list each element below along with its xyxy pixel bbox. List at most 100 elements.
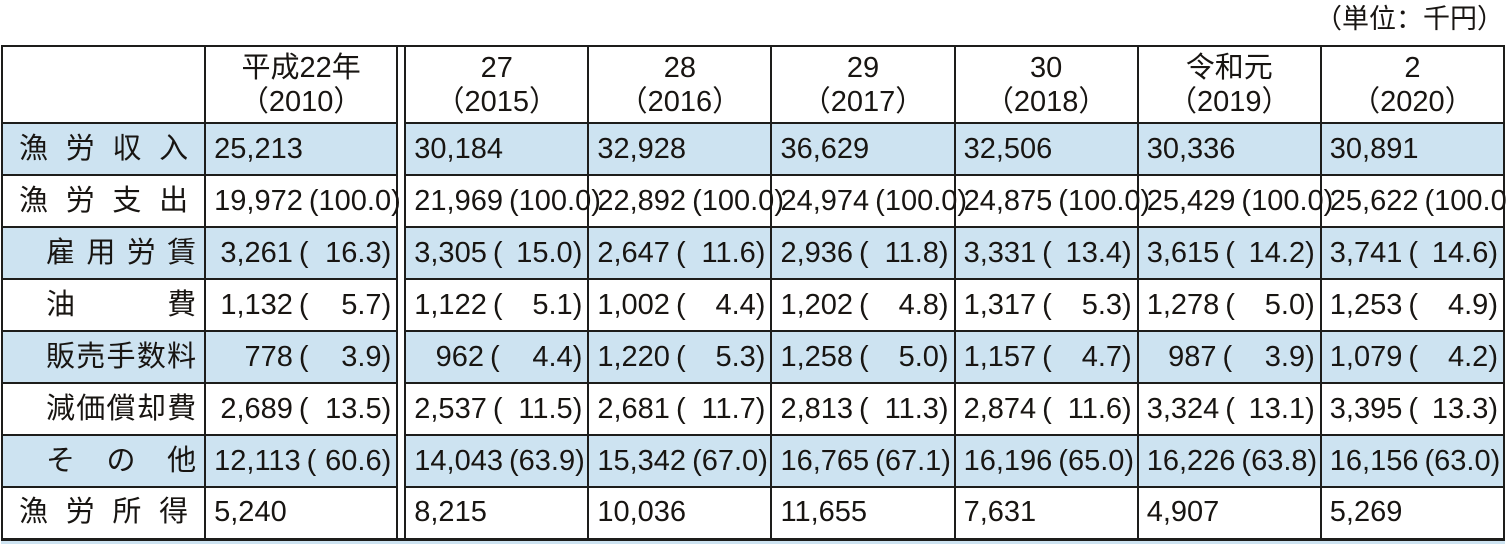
cell-content: 1,002(4.4): [589, 288, 770, 321]
cell-content: 1,079(4.2): [1322, 340, 1503, 373]
cropped-next-row-sliver: [1, 540, 1505, 544]
value: 36,629: [780, 132, 870, 165]
value: 24,875: [963, 184, 1053, 217]
paren-close: ): [1305, 392, 1315, 425]
data-cell: 5,240: [204, 486, 399, 541]
row-label-text: 減価償却費: [46, 392, 197, 425]
paren-close: ): [572, 288, 583, 321]
paren-open: (: [492, 236, 503, 269]
percent-value: 4.7: [1081, 340, 1123, 373]
paren-open: (: [1042, 236, 1052, 269]
paren-open: (: [692, 184, 702, 217]
value: 16,156: [1329, 444, 1419, 477]
paren-open: (: [308, 184, 319, 217]
data-cell: 19,972(100.0): [204, 174, 401, 228]
cell-content: 3,615(14.2): [1139, 238, 1320, 268]
cell-content: 3,395(13.3): [1322, 394, 1503, 424]
paren-open: (: [675, 392, 686, 425]
era-label: 28: [663, 51, 697, 84]
value: 25,429: [1146, 184, 1236, 217]
paren-open: (: [859, 340, 869, 373]
cell-content: 1,132(5.7): [206, 288, 396, 321]
cell-content: 1,157(4.7): [956, 340, 1137, 373]
value: 3,305: [414, 236, 487, 269]
data-cell: 3,331(13.4): [953, 226, 1139, 280]
paren-close: ): [1490, 444, 1501, 477]
column-header: 30 （2018）: [953, 45, 1139, 124]
paren-close: ): [1122, 340, 1132, 373]
paren-open: (: [675, 340, 686, 373]
percent-value: 5.0: [1264, 288, 1306, 321]
percent-value: 100.0: [1434, 184, 1506, 217]
data-cell: 1,132(5.7): [204, 278, 399, 332]
paren-close: ): [941, 444, 951, 477]
value: 14,043: [414, 444, 503, 477]
cell-content: 32,928: [589, 132, 770, 165]
row-label-text: 漁労支出: [19, 184, 189, 217]
value: 21,969: [414, 184, 503, 217]
table-body: 漁労収入 25,213 30,184 32,928 36,629 32,506 30,336…: [0, 122, 1506, 541]
paren-open: (: [1058, 184, 1068, 217]
percent-value: 5.0: [898, 340, 939, 373]
cell-content: 2,813(11.3): [772, 394, 953, 424]
value: 32,928: [597, 132, 687, 165]
percent-value: 13.5: [325, 392, 382, 425]
data-cell: 10,036: [587, 486, 773, 541]
data-cell: 1,278(5.0): [1136, 278, 1322, 332]
paren-close: ): [1488, 340, 1498, 373]
paren-close: ): [1122, 392, 1132, 425]
data-cell: 25,429(100.0): [1136, 174, 1333, 228]
percent-value: 4.4: [715, 288, 756, 321]
percent-value: 5.3: [1081, 288, 1123, 321]
paren-open: (: [306, 444, 317, 477]
year-label: （2015）: [435, 85, 559, 118]
paren-close: ): [591, 184, 601, 217]
cell-content: 2,874(11.6): [956, 392, 1137, 425]
data-cell: 25,622(100.0): [1319, 174, 1506, 228]
paren-open: (: [1222, 340, 1233, 373]
paren-close: ): [381, 444, 392, 477]
column-divider: [396, 45, 407, 123]
paren-open: (: [490, 340, 500, 373]
percent-value: 11.7: [701, 392, 756, 425]
data-cell: 2,681(11.7): [587, 382, 773, 436]
column-header: 27 （2015）: [404, 45, 590, 124]
value: 8,215: [414, 496, 487, 529]
data-cell: 2,813(11.3): [770, 382, 956, 436]
cell-content: 16,226(63.8): [1139, 446, 1320, 476]
data-cell: 3,395(13.3): [1319, 382, 1506, 436]
value: 1,132: [220, 288, 293, 321]
paren-close: ): [938, 236, 949, 269]
value: 2,874: [963, 392, 1037, 425]
paren-open: (: [298, 236, 309, 269]
paren-open: (: [492, 288, 503, 321]
paren-open: (: [675, 236, 686, 269]
year-label: （2016）: [618, 85, 742, 118]
data-cell: 1,002(4.4): [587, 278, 773, 332]
cell-content: 16,196(65.0): [956, 446, 1137, 476]
data-cell: 8,215: [404, 486, 590, 541]
value: 32,506: [963, 132, 1053, 165]
value: 1,202: [780, 288, 854, 321]
percent-value: 63.9: [518, 444, 576, 477]
value: 1,002: [597, 288, 670, 321]
paren-close: ): [1488, 288, 1498, 321]
data-cell: 16,226(63.8): [1136, 434, 1322, 488]
paren-open: (: [1042, 288, 1052, 321]
value: 5,269: [1329, 496, 1403, 529]
cell-content: 1,317(5.3): [956, 288, 1137, 321]
era-label: 27: [480, 51, 513, 84]
percent-value: 11.6: [701, 236, 756, 269]
value: 24,974: [780, 184, 870, 217]
percent-value: 3.9: [1264, 340, 1306, 373]
paren-open: (: [859, 236, 869, 269]
data-cell: 30,336: [1136, 122, 1322, 176]
row-label: その他: [0, 434, 207, 488]
percent-value: 5.7: [341, 288, 382, 321]
data-cell: 24,974(100.0): [770, 174, 967, 228]
paren-close: ): [755, 236, 766, 269]
year-label: （2019）: [1167, 85, 1291, 118]
data-cell: 30,891: [1319, 122, 1506, 176]
cell-content: 7,631: [956, 498, 1137, 527]
data-cell: 14,043(63.9): [404, 434, 590, 488]
